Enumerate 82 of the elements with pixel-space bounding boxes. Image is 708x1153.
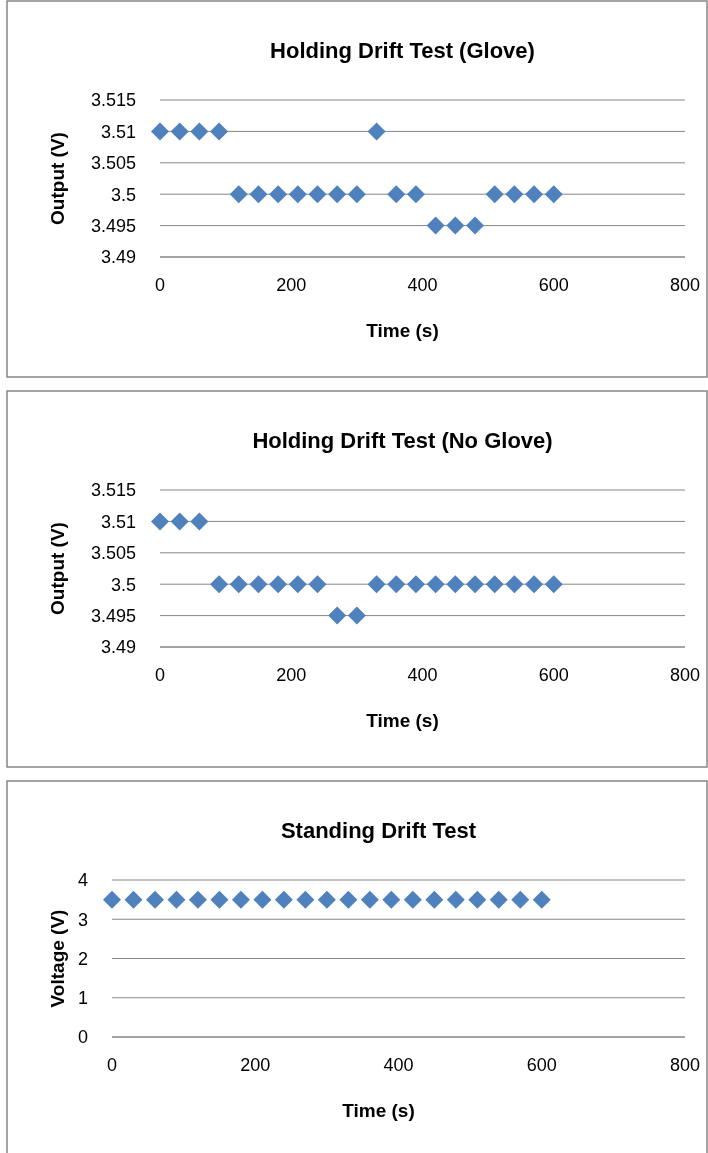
point [485, 575, 504, 594]
x-tick-label: 600 [526, 1055, 557, 1075]
chart-title: Standing Drift Test [280, 818, 477, 843]
x-tick-label: 600 [538, 275, 569, 295]
point [525, 575, 544, 594]
x-axis-title: Time (s) [342, 1100, 415, 1121]
y-tick-label: 2 [77, 948, 88, 969]
x-tick-label: 0 [154, 665, 166, 685]
point [308, 185, 327, 204]
point [269, 575, 288, 594]
x-tick-label: 400 [407, 275, 438, 295]
point [249, 185, 268, 204]
y-tick-label: 3.49 [100, 637, 136, 658]
point [229, 575, 248, 594]
point [151, 512, 169, 531]
point [446, 216, 465, 235]
y-tick-label: 3.495 [90, 215, 136, 236]
point [446, 575, 465, 594]
point [210, 575, 229, 594]
x-axis-title: Time (s) [366, 320, 439, 341]
point [269, 185, 288, 204]
y-tick-label: 3.49 [100, 247, 136, 268]
point [210, 122, 229, 141]
point [288, 185, 307, 204]
point [387, 575, 406, 594]
y-tick-label: 3.5 [110, 184, 136, 205]
point [229, 185, 248, 204]
point [328, 606, 347, 625]
point [466, 575, 484, 594]
point [170, 122, 189, 141]
y-tick-label: 3 [77, 909, 88, 930]
point [426, 216, 445, 235]
y-tick-label: 3.505 [90, 153, 136, 174]
y-tick-label: 3.51 [100, 511, 136, 532]
point [525, 185, 544, 204]
point [367, 575, 386, 594]
point [249, 575, 268, 594]
y-tick-label: 1 [77, 988, 88, 1009]
x-axis-title: Time (s) [366, 710, 439, 731]
x-tick-label: 600 [538, 665, 569, 685]
point [485, 185, 504, 204]
x-tick-label: 400 [407, 665, 438, 685]
y-axis-title: Output (V) [47, 132, 68, 225]
x-tick-label: 400 [383, 1055, 414, 1075]
x-tick-label: 800 [669, 665, 701, 685]
point [367, 122, 386, 141]
y-axis-title: Voltage (V) [47, 909, 68, 1008]
point [328, 185, 347, 204]
point [505, 185, 524, 204]
point [190, 512, 209, 531]
point [347, 606, 366, 625]
point [387, 185, 406, 204]
point [466, 216, 484, 235]
y-tick-label: 3.515 [90, 90, 136, 111]
x-tick-label: 200 [276, 665, 307, 685]
x-tick-label: 200 [276, 275, 307, 295]
x-tick-label: 0 [154, 275, 166, 295]
x-tick-label: 800 [669, 1055, 701, 1075]
x-tick-label: 200 [240, 1055, 271, 1075]
point [151, 122, 169, 141]
point [288, 575, 307, 594]
y-axis-title: Output (V) [47, 522, 68, 615]
chart-title: Holding Drift Test (Glove) [270, 38, 535, 63]
y-tick-label: 0 [77, 1027, 88, 1048]
point [544, 185, 563, 204]
point [406, 185, 425, 204]
y-tick-label: 3.5 [110, 574, 136, 595]
chart-title: Holding Drift Test (No Glove) [252, 428, 553, 453]
x-tick-label: 800 [669, 275, 701, 295]
y-tick-label: 4 [77, 870, 88, 891]
y-tick-label: 3.495 [90, 605, 136, 626]
y-tick-label: 3.51 [100, 121, 136, 142]
point [308, 575, 327, 594]
point [190, 122, 209, 141]
point [544, 575, 563, 594]
point [505, 575, 524, 594]
point [426, 575, 445, 594]
point [347, 185, 366, 204]
y-tick-label: 3.515 [90, 480, 136, 501]
y-tick-label: 3.505 [90, 543, 136, 564]
point [406, 575, 425, 594]
point [170, 512, 189, 531]
